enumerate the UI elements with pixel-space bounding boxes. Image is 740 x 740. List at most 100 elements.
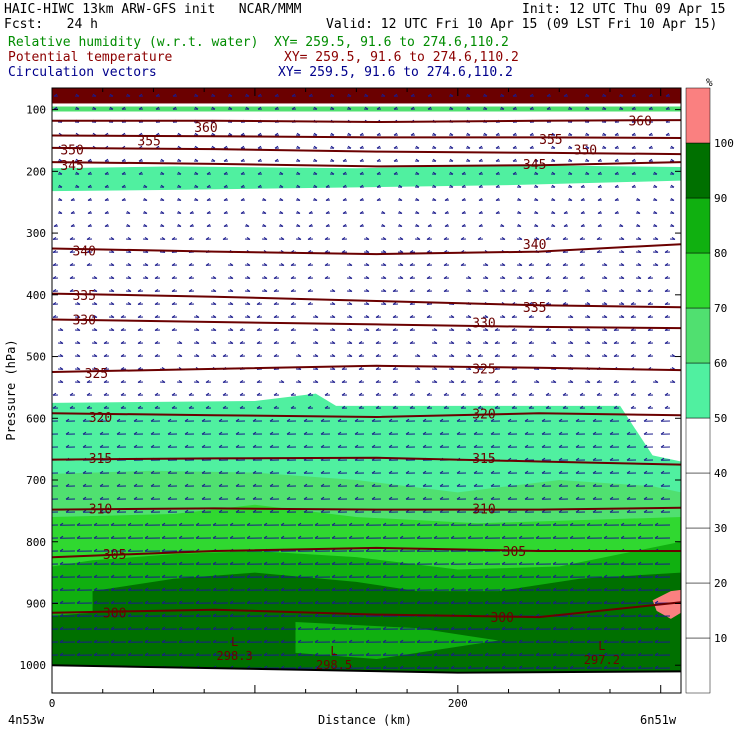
circulation-vector-head — [416, 236, 421, 240]
circulation-vector-head — [495, 184, 500, 188]
circulation-vector-head — [58, 197, 63, 201]
circulation-vector-head — [433, 535, 438, 539]
isentrope-label: 345 — [523, 158, 546, 173]
circulation-vector-head — [382, 639, 387, 643]
low-marker: L — [330, 644, 337, 658]
circulation-vector-head — [450, 626, 455, 630]
circulation-vector-head — [585, 158, 590, 162]
circulation-vector-head — [178, 574, 183, 578]
circulation-vector-head — [212, 639, 217, 643]
circulation-vector-head — [507, 496, 512, 500]
circulation-vector-head — [517, 223, 522, 227]
circulation-vector-head — [308, 93, 313, 97]
circulation-vector-head — [52, 262, 57, 266]
circulation-vector-head — [121, 106, 126, 110]
circulation-vector-head — [195, 340, 200, 344]
circulation-vector-head — [416, 626, 421, 630]
y-tick-label: 200 — [26, 165, 46, 178]
circulation-vector-head — [558, 444, 563, 448]
circulation-vector-head — [643, 431, 648, 435]
circulation-vector-head — [443, 288, 448, 292]
circulation-vector-head — [609, 431, 614, 435]
circulation-vector-head — [596, 379, 601, 383]
circulation-vector-head — [154, 262, 159, 266]
circulation-vector-head — [563, 93, 568, 97]
circulation-vector-head — [653, 223, 658, 227]
circulation-vector-head — [365, 301, 370, 305]
circulation-vector-head — [551, 223, 556, 227]
circulation-vector-head — [120, 340, 125, 344]
circulation-vector-head — [654, 600, 659, 604]
circulation-vector-head — [133, 431, 138, 435]
circulation-vector-head — [569, 600, 574, 604]
circulation-vector-head — [364, 106, 369, 110]
isentrope-label: 360 — [628, 115, 651, 130]
circulation-vector-head — [93, 639, 98, 643]
circulation-vector-head — [603, 327, 608, 331]
circulation-vector-head — [614, 184, 619, 188]
circulation-vector-head — [365, 249, 370, 253]
circulation-vector-head — [178, 613, 183, 617]
circulation-vector-head — [120, 353, 125, 357]
x-axis-title: Distance (km) — [318, 713, 412, 727]
circulation-vector-head — [596, 236, 601, 240]
circulation-vector-head — [320, 496, 325, 500]
circulation-vector-head — [449, 106, 454, 110]
circulation-vector-head — [143, 197, 148, 201]
circulation-vector-head — [257, 145, 262, 149]
circulation-vector-head — [670, 158, 675, 162]
circulation-vector-head — [592, 418, 597, 422]
circulation-vector-head — [630, 379, 635, 383]
circulation-vector-head — [314, 561, 319, 565]
circulation-vector-head — [171, 262, 176, 266]
circulation-vector-head — [405, 470, 410, 474]
y-tick-label: 900 — [26, 597, 46, 610]
circulation-vector-head — [256, 301, 261, 305]
circulation-vector-head — [110, 626, 115, 630]
circulation-vector-head — [99, 496, 104, 500]
circulation-vector-head — [65, 483, 70, 487]
circulation-vector-head — [467, 626, 472, 630]
circulation-vector-head — [223, 145, 228, 149]
circulation-vector-head — [103, 379, 108, 383]
circulation-vector-head — [150, 483, 155, 487]
circulation-vector-head — [286, 444, 291, 448]
circulation-vector-head — [58, 210, 63, 214]
circulation-vector-head — [43, 549, 46, 551]
theta-field-title: Potential temperature — [8, 50, 173, 65]
circulation-vector-head — [331, 626, 336, 630]
circulation-vector-head — [671, 236, 676, 240]
circulation-vector-head — [348, 574, 353, 578]
circulation-vector-head — [660, 431, 665, 435]
circulation-vector-head — [144, 626, 149, 630]
circulation-vector-head — [205, 392, 210, 396]
circulation-vector-head — [256, 353, 261, 357]
circulation-vector-head — [511, 392, 516, 396]
circulation-vector-head — [358, 366, 363, 370]
circulation-vector-head — [528, 340, 533, 344]
x-start-location: 4n53w — [8, 713, 45, 727]
circulation-vector-head — [296, 210, 301, 214]
circulation-vector-head — [562, 236, 567, 240]
circulation-vector-head — [433, 600, 438, 604]
circulation-vector-head — [484, 587, 489, 591]
circulation-vector-head — [381, 223, 386, 227]
circulation-vector-head — [450, 314, 455, 318]
circulation-vector-head — [212, 626, 217, 630]
circulation-vector-head — [552, 561, 557, 565]
circulation-vector-head — [313, 132, 318, 136]
circulation-vector-head — [167, 470, 172, 474]
circulation-vector-head — [562, 301, 567, 305]
circulation-vector-head — [501, 288, 506, 292]
circulation-vector-head — [263, 652, 268, 656]
circulation-vector-head — [562, 288, 567, 292]
circulation-vector-head — [409, 392, 414, 396]
circulation-vector-head — [246, 288, 251, 292]
circulation-vector-head — [450, 652, 455, 656]
circulation-vector-head — [246, 613, 251, 617]
circulation-vector-head — [171, 327, 176, 331]
circulation-vector-head — [53, 93, 58, 97]
circulation-vector-head — [359, 184, 364, 188]
isentrope-label: 315 — [472, 452, 495, 467]
circulation-vector-head — [195, 522, 200, 526]
